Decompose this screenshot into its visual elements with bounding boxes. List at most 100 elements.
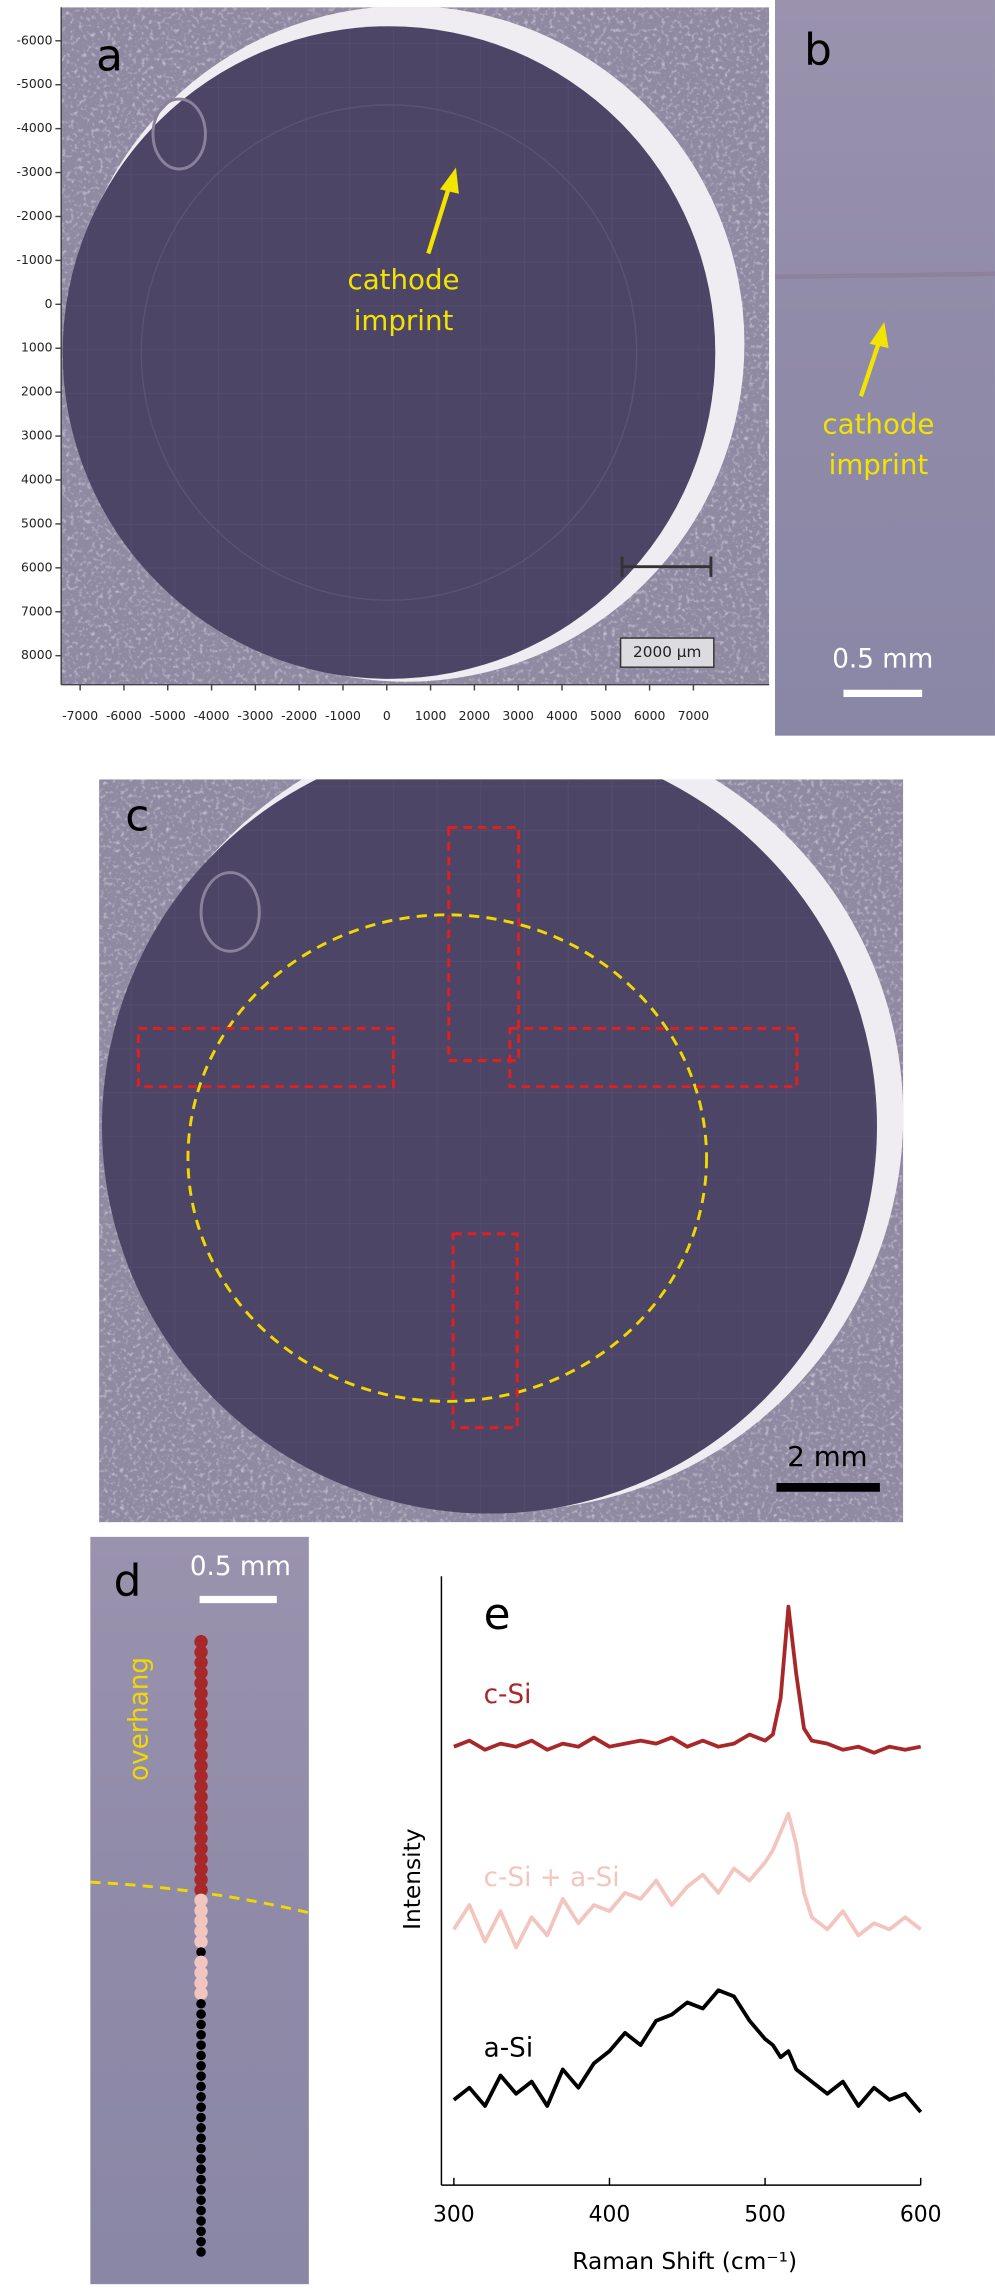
measurement-point (196, 2061, 206, 2071)
measurement-point (196, 2143, 206, 2154)
y-tick-label: 0 (45, 297, 53, 311)
series-label: a-Si (484, 2033, 533, 2063)
x-tick-label: 3000 (502, 709, 534, 723)
x-tick-label: -4000 (194, 709, 230, 723)
measurement-point (196, 1998, 206, 2009)
series-label: c-Si + a-Si (484, 1863, 620, 1893)
measurement-point (196, 2216, 206, 2226)
panel-b-image (775, 0, 995, 736)
y-axis-label: Intensity (399, 1828, 426, 1930)
measurement-point (194, 1862, 208, 1876)
x-tick-label: 5000 (590, 709, 622, 723)
measurement-point (194, 1707, 208, 1721)
measurement-point (196, 1947, 206, 1957)
measurement-point (194, 1831, 208, 1845)
y-tick-label: -4000 (16, 121, 52, 135)
measurement-point (194, 1893, 208, 1908)
x-tick-label: -2000 (281, 709, 317, 723)
measurement-point (194, 1686, 208, 1701)
measurement-point (196, 2174, 206, 2185)
measurement-point (196, 2112, 206, 2123)
y-tick-label: -5000 (16, 77, 52, 91)
measurement-point (194, 1655, 208, 1670)
measurement-point (196, 2164, 206, 2175)
measurement-point (194, 1717, 208, 1732)
x-tick-label: -1000 (325, 709, 361, 723)
measurement-point (196, 2205, 206, 2216)
scale-bar-label: 0.5 mm (190, 1552, 291, 1582)
y-tick-label: 1000 (21, 341, 53, 355)
measurement-point (194, 1800, 208, 1814)
measurement-point (194, 1841, 208, 1856)
x-tick-label: -7000 (62, 709, 98, 723)
annotation: imprint (829, 448, 929, 481)
raman-chart: e Raman Shift (cm⁻¹) Intensity 300 400 500… (399, 1576, 942, 2275)
x-tick-label: 600 (900, 2203, 942, 2228)
measurement-point (194, 1821, 208, 1835)
x-tick-label: 0 (383, 709, 391, 723)
measurement-point (194, 1924, 208, 1939)
x-tick-label: -3000 (237, 709, 273, 723)
arrow-head (439, 167, 459, 194)
y-tick-label: 6000 (21, 560, 53, 574)
annotation: cathode (348, 263, 460, 296)
x-tick-label: 7000 (678, 709, 710, 723)
arrow (858, 338, 882, 397)
panel-a-image (61, 7, 770, 685)
measurement-point (194, 1852, 208, 1866)
measurement-point (194, 1976, 208, 1990)
x-tick-label: -5000 (150, 709, 186, 723)
panel-label: d (114, 1555, 142, 1606)
measurement-point (194, 1872, 208, 1887)
x-tick-label: 1000 (415, 709, 447, 723)
arrow (426, 182, 453, 255)
spectrum-line (452, 1988, 923, 2114)
y-tick-label: 7000 (21, 604, 53, 618)
arrow-head (869, 321, 889, 349)
scale-bar-label: 2 mm (787, 1440, 867, 1473)
measurement-point (194, 1914, 208, 1928)
measurement-point (196, 2029, 206, 2040)
measurement-point (194, 1903, 208, 1918)
spectrum-line (453, 1604, 922, 1755)
panel-c-image (99, 779, 904, 1523)
scale-bar-label: 2000 µm (633, 643, 701, 661)
measurement-point (196, 2050, 206, 2061)
x-tick-label: -6000 (106, 709, 142, 723)
measurement-point (194, 1666, 208, 1680)
measurement-point (194, 1769, 208, 1783)
y-tick-label: -2000 (16, 209, 52, 223)
measurement-point (196, 2133, 206, 2144)
measurement-point (196, 2071, 206, 2081)
measurement-point (194, 1986, 208, 2001)
measurement-point (196, 2195, 206, 2206)
measurement-point (194, 1728, 208, 1742)
y-tick-label: 2000 (21, 385, 53, 399)
measurement-point (196, 2019, 206, 2030)
measurement-point (196, 2081, 206, 2092)
y-tick-label: 4000 (21, 472, 53, 486)
measurement-point (196, 2040, 206, 2050)
x-tick-label: 500 (744, 2203, 786, 2228)
measurement-point (196, 2185, 206, 2195)
annotation: overhang (124, 1657, 154, 1781)
series-label: c-Si (484, 1680, 532, 1710)
measurement-point (194, 1790, 208, 1804)
measurement-point (194, 1748, 208, 1763)
x-tick-label: 6000 (634, 709, 666, 723)
region-boxes (136, 825, 799, 1430)
measurement-points (194, 1635, 208, 2257)
x-axis-label: Raman Shift (cm⁻¹) (572, 2248, 797, 2275)
panel-label: a (96, 30, 123, 81)
measurement-point (196, 2247, 206, 2257)
measurement-point (194, 1966, 208, 1980)
measurement-point (194, 1759, 208, 1773)
measurement-point (194, 1645, 208, 1659)
annotation: cathode (822, 407, 934, 440)
measurement-point (196, 2123, 206, 2133)
dashed-circle (186, 913, 708, 1403)
measurement-point (194, 1738, 208, 1752)
measurement-point (194, 1955, 208, 1970)
